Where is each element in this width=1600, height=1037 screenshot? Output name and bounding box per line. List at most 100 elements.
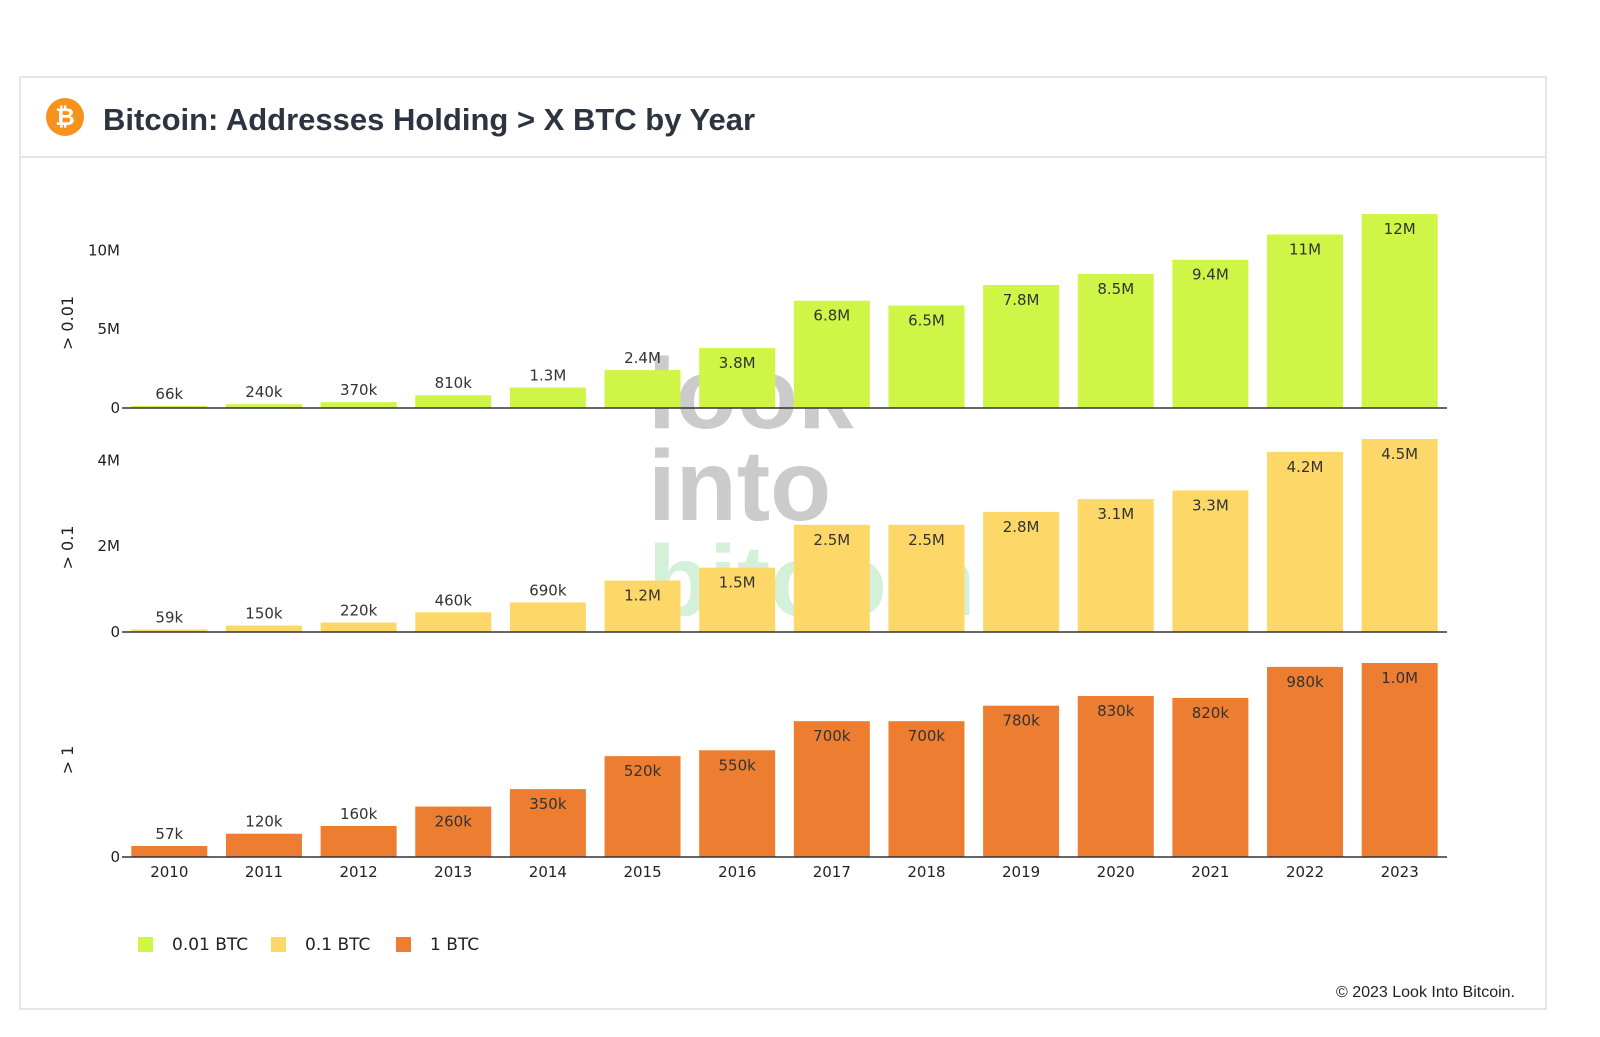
bar-data-label: 830k	[1097, 702, 1135, 720]
bar-data-label: 57k	[155, 825, 183, 843]
bar-data-label: 66k	[155, 385, 183, 403]
x-tick-label: 2017	[813, 863, 851, 881]
x-tick-label: 2018	[907, 863, 945, 881]
x-tick-label: 2011	[245, 863, 283, 881]
bar[interactable]	[131, 406, 208, 408]
bar[interactable]	[509, 602, 586, 632]
copyright-text: © 2023 Look Into Bitcoin.	[1335, 984, 1515, 1001]
x-tick-label: 2012	[340, 863, 378, 881]
bar[interactable]	[225, 404, 302, 408]
bar-data-label: 3.1M	[1097, 505, 1134, 523]
bar[interactable]	[320, 402, 397, 408]
bar[interactable]	[793, 524, 870, 632]
panel-3: 0 > 1 57k 120k 160k 260k 350k 520k 550k 700k 700k 7…	[58, 663, 1447, 866]
bar-data-label: 160k	[340, 805, 378, 823]
bitcoin-logo-icon: ₿	[46, 98, 84, 136]
panel-1: 0 5M 10M > 0.01 66k 240k 370k 810k 1.3M 2.4M 3.8M 6…	[58, 214, 1447, 417]
bar-data-label: 2.5M	[908, 531, 945, 549]
bar-data-label: 59k	[155, 608, 183, 626]
bar[interactable]	[225, 625, 302, 632]
bar-data-label: 350k	[529, 795, 567, 813]
bar[interactable]	[983, 705, 1060, 857]
bar[interactable]	[888, 721, 965, 857]
bar[interactable]	[793, 721, 870, 857]
bar-data-label: 980k	[1286, 673, 1324, 691]
bar-data-label: 120k	[245, 813, 283, 831]
bar-data-label: 8.5M	[1097, 280, 1134, 298]
bar-data-label: 810k	[435, 374, 473, 392]
bar-data-label: 2.5M	[813, 531, 850, 549]
bar[interactable]	[699, 348, 776, 408]
legend-label: 0.01 BTC	[172, 935, 248, 955]
bar-data-label: 1.5M	[719, 574, 756, 592]
page-title: Bitcoin: Addresses Holding > X BTC by Ye…	[103, 102, 756, 137]
bar[interactable]	[1361, 214, 1438, 408]
bar-data-label: 700k	[813, 727, 851, 745]
bar[interactable]	[888, 305, 965, 408]
bar[interactable]	[1267, 666, 1344, 857]
bar[interactable]	[131, 845, 208, 857]
legend-swatch	[271, 937, 286, 952]
bar[interactable]	[509, 789, 586, 857]
bar[interactable]	[225, 833, 302, 857]
bar-data-label: 700k	[908, 727, 946, 745]
legend-item[interactable]: 0.1 BTC	[271, 935, 370, 955]
bar[interactable]	[1172, 697, 1249, 857]
bar[interactable]	[1361, 663, 1438, 857]
bar[interactable]	[1077, 273, 1154, 408]
bar[interactable]	[320, 622, 397, 632]
legend-swatch	[138, 937, 153, 952]
bar[interactable]	[888, 524, 965, 632]
bar-data-label: 3.8M	[719, 354, 756, 372]
bar[interactable]	[983, 284, 1060, 408]
y-axis-title: > 0.01	[58, 296, 77, 350]
bar-data-label: 780k	[1002, 712, 1040, 730]
y-tick-label: 4M	[98, 451, 121, 469]
bar[interactable]	[604, 580, 681, 632]
y-tick-label: 0	[110, 623, 120, 641]
bar[interactable]	[1172, 490, 1249, 632]
bar[interactable]	[415, 612, 492, 632]
bar-data-label: 690k	[529, 581, 567, 599]
bar[interactable]	[699, 750, 776, 857]
bar[interactable]	[983, 511, 1060, 632]
bar[interactable]	[1361, 439, 1438, 632]
bar-data-label: 3.3M	[1192, 496, 1229, 514]
bar-data-label: 2.4M	[624, 349, 661, 367]
bar-data-label: 7.8M	[1003, 291, 1040, 309]
legend-item[interactable]: 1 BTC	[396, 935, 479, 955]
bar[interactable]	[509, 387, 586, 408]
y-tick-label: 0	[110, 848, 120, 866]
bar[interactable]	[320, 825, 397, 857]
bar[interactable]	[415, 395, 492, 408]
bar-data-label: 520k	[624, 762, 662, 780]
bar-data-label: 2.8M	[1003, 518, 1040, 536]
bar[interactable]	[1077, 695, 1154, 857]
bar[interactable]	[131, 629, 208, 632]
bar-data-label: 220k	[340, 602, 378, 620]
bar[interactable]	[1077, 499, 1154, 632]
x-tick-label: 2020	[1097, 863, 1135, 881]
x-tick-label: 2013	[434, 863, 472, 881]
bar-data-label: 6.5M	[908, 311, 945, 329]
bar-data-label: 9.4M	[1192, 266, 1229, 284]
bar[interactable]	[1172, 259, 1249, 408]
y-tick-label: 5M	[98, 320, 121, 338]
chart-header: ₿ Bitcoin: Addresses Holding > X BTC by …	[21, 78, 1545, 158]
legend-item[interactable]: 0.01 BTC	[138, 935, 248, 955]
x-tick-label: 2021	[1191, 863, 1229, 881]
bar[interactable]	[1267, 234, 1344, 408]
bar-data-label: 12M	[1384, 220, 1416, 238]
bar[interactable]	[415, 806, 492, 857]
bar[interactable]	[699, 567, 776, 632]
x-tick-label: 2019	[1002, 863, 1040, 881]
bar[interactable]	[793, 300, 870, 408]
bar-data-label: 1.3M	[529, 366, 566, 384]
bar-data-label: 11M	[1289, 241, 1321, 259]
bar[interactable]	[1267, 451, 1344, 632]
bar-data-label: 370k	[340, 381, 378, 399]
bar[interactable]	[604, 370, 681, 408]
bar-data-label: 240k	[245, 383, 283, 401]
bar[interactable]	[604, 756, 681, 857]
